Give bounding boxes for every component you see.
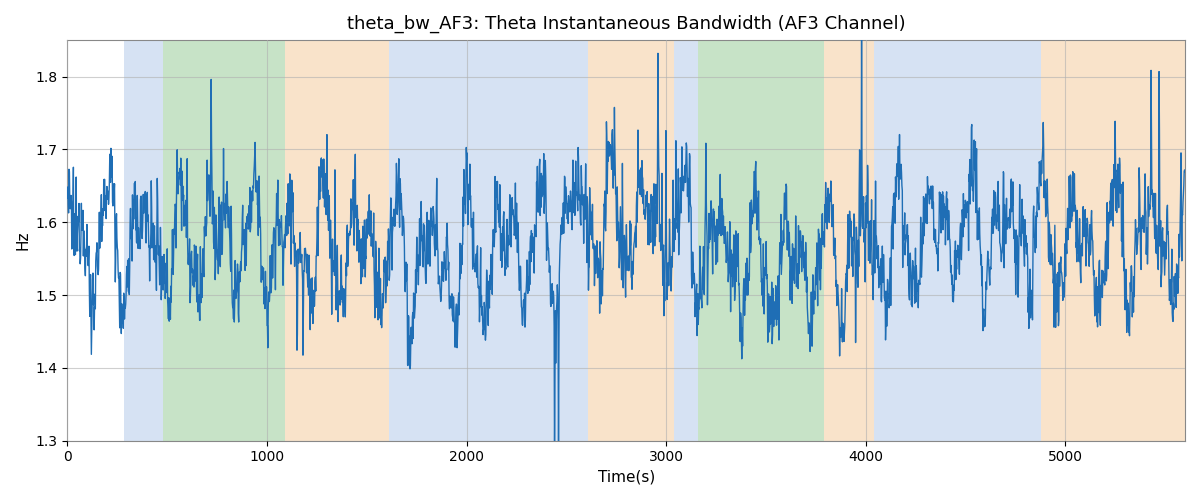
Bar [284,40,389,440]
Bar [389,40,413,440]
Bar [413,40,588,440]
Bar [163,40,284,440]
X-axis label: Time(s): Time(s) [598,470,655,485]
Bar [1042,40,1184,440]
Title: theta_bw_AF3: Theta Instantaneous Bandwidth (AF3 Channel): theta_bw_AF3: Theta Instantaneous Bandwi… [347,15,906,34]
Bar [588,40,674,440]
Bar [125,40,163,440]
Y-axis label: Hz: Hz [16,230,30,250]
Bar [823,40,874,440]
Bar [698,40,823,440]
Bar [874,40,1042,440]
Bar [674,40,698,440]
